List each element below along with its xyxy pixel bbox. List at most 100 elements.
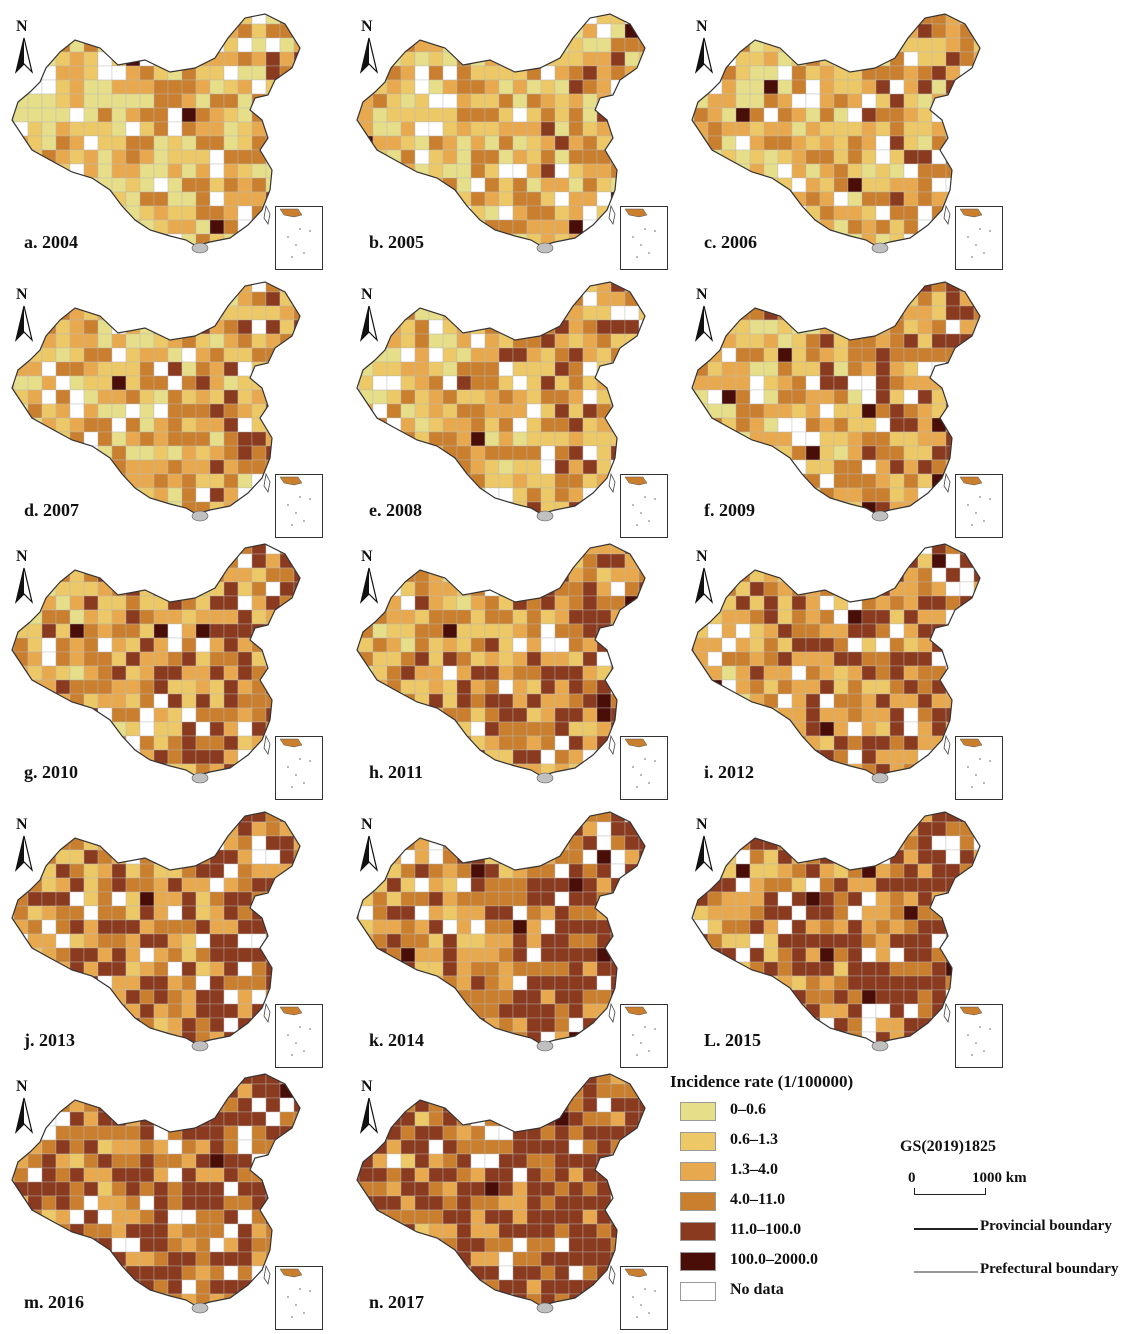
south-china-sea-inset <box>620 1266 668 1330</box>
island <box>191 242 209 254</box>
country-border <box>691 811 981 1045</box>
island <box>263 1002 271 1024</box>
legend-swatch <box>680 1222 716 1241</box>
island <box>871 772 889 784</box>
south-china-sea-inset <box>955 1004 1003 1068</box>
north-label: N <box>16 286 28 303</box>
legend-swatch <box>680 1252 716 1271</box>
island <box>943 204 951 226</box>
china-choropleth-map <box>691 811 981 1052</box>
provincial-boundary-label: Provincial boundary <box>980 1218 1112 1234</box>
north-label: N <box>16 1078 28 1095</box>
china-choropleth-map <box>11 1073 301 1314</box>
legend-item: 4.0–11.0 <box>680 1190 900 1214</box>
north-arrow-icon: N <box>692 286 716 344</box>
island <box>263 204 271 226</box>
south-china-sea-inset <box>275 206 323 270</box>
island <box>608 1002 616 1024</box>
country-border <box>11 1073 301 1307</box>
south-china-sea-inset <box>955 474 1003 538</box>
panel-label: L. 2015 <box>704 1030 762 1050</box>
north-label: N <box>361 1078 373 1095</box>
north-arrow-icon: N <box>357 816 381 874</box>
north-label: N <box>361 18 373 35</box>
panel-label: k. 2014 <box>369 1030 425 1050</box>
island <box>536 242 554 254</box>
panel-label: j. 2013 <box>24 1030 75 1050</box>
legend-swatch <box>680 1192 716 1211</box>
legend-label: 0–0.6 <box>730 1101 766 1118</box>
scale-start-label: 0 <box>908 1170 916 1186</box>
south-china-sea-inset <box>275 474 323 538</box>
scale-bar <box>914 1188 986 1195</box>
country-border <box>356 13 646 247</box>
country-border <box>691 543 981 777</box>
island <box>263 1264 271 1286</box>
panel-label: g. 2010 <box>24 762 78 782</box>
legend-label: 100.0–2000.0 <box>730 1251 818 1268</box>
panel-label: b. 2005 <box>369 232 425 252</box>
north-arrow-icon: N <box>12 816 36 874</box>
north-label: N <box>16 548 28 565</box>
legend-label: 1.3–4.0 <box>730 1161 778 1178</box>
south-china-sea-inset <box>275 736 323 800</box>
china-choropleth-map <box>356 1073 646 1314</box>
south-china-sea-inset <box>620 736 668 800</box>
panel-label: m. 2016 <box>24 1292 84 1312</box>
country-border <box>691 13 981 247</box>
north-label: N <box>696 286 708 303</box>
scale-end-label: 1000 km <box>972 1170 1027 1186</box>
island <box>191 1040 209 1052</box>
country-border <box>356 811 646 1045</box>
north-label: N <box>696 816 708 833</box>
north-arrow-icon: N <box>357 548 381 606</box>
legend-item: 1.3–4.0 <box>680 1160 900 1184</box>
legend-swatch <box>680 1162 716 1181</box>
prefectural-boundary-line <box>914 1271 978 1273</box>
island <box>871 510 889 522</box>
north-label: N <box>361 816 373 833</box>
legend-item: 11.0–100.0 <box>680 1220 900 1244</box>
country-border <box>11 543 301 777</box>
north-arrow-icon: N <box>692 548 716 606</box>
china-choropleth-map <box>356 281 646 522</box>
island <box>608 472 616 494</box>
panel-label: i. 2012 <box>704 762 755 782</box>
panel-label: c. 2006 <box>704 232 757 252</box>
map-panel: N L. 2015 <box>680 808 1020 1068</box>
legend-label: 4.0–11.0 <box>730 1191 786 1208</box>
map-approval-code: GS(2019)1825 <box>900 1138 996 1155</box>
legend-swatch <box>680 1282 716 1301</box>
provincial-boundary-line <box>914 1228 978 1230</box>
china-choropleth-map <box>11 543 301 784</box>
north-label: N <box>696 18 708 35</box>
north-arrow-icon: N <box>357 1078 381 1136</box>
legend-item: 100.0–2000.0 <box>680 1250 900 1274</box>
country-border <box>11 13 301 247</box>
north-arrow-icon: N <box>692 18 716 76</box>
north-arrow-icon: N <box>12 286 36 344</box>
country-border <box>691 281 981 515</box>
legend-swatch <box>680 1102 716 1121</box>
china-choropleth-map <box>691 281 981 522</box>
south-china-sea-inset <box>275 1004 323 1068</box>
island <box>191 772 209 784</box>
north-arrow-icon: N <box>692 816 716 874</box>
south-china-sea-inset <box>955 736 1003 800</box>
south-china-sea-inset <box>620 474 668 538</box>
country-border <box>11 811 301 1045</box>
legend: Incidence rate (1/100000) 0–0.6 0.6–1.3 … <box>670 1072 900 1312</box>
island <box>943 1002 951 1024</box>
island <box>191 510 209 522</box>
island <box>943 734 951 756</box>
